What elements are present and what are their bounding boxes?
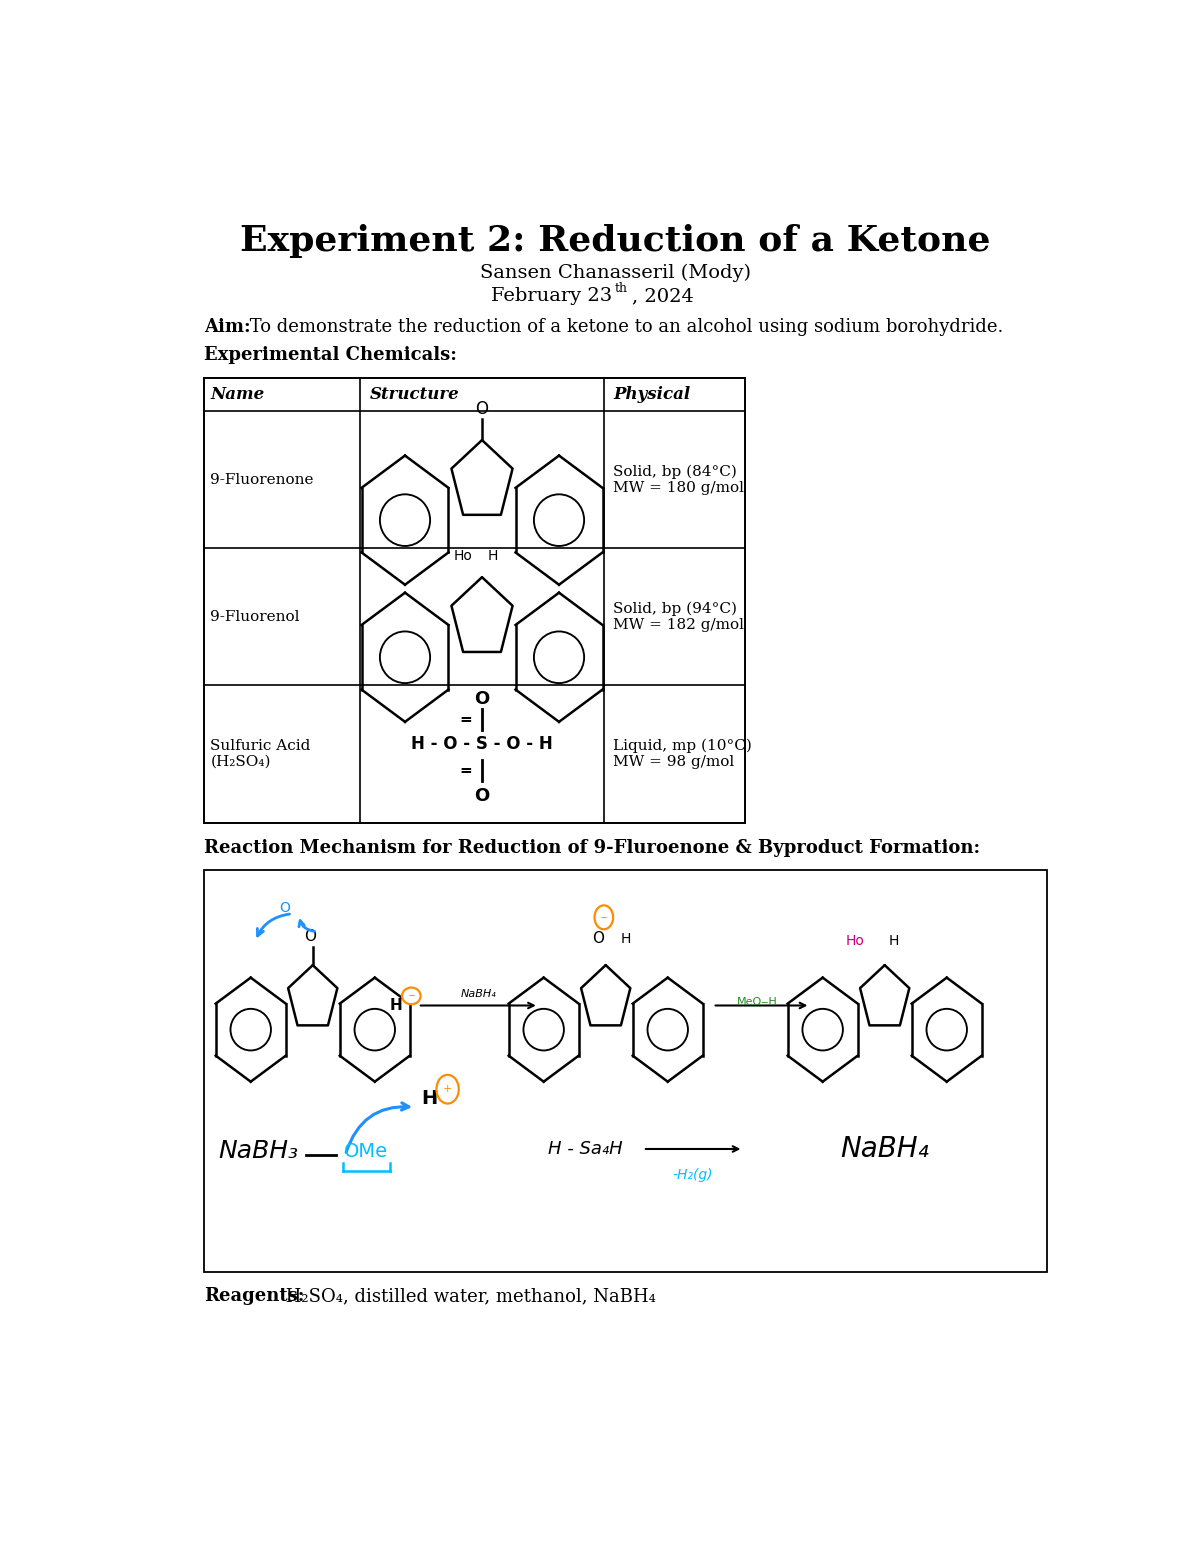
Text: February 23: February 23 <box>492 287 613 306</box>
Text: H - O - S - O - H: H - O - S - O - H <box>412 736 553 753</box>
Text: Reagents:: Reagents: <box>204 1287 305 1305</box>
Text: MeO‒H: MeO‒H <box>737 997 778 1006</box>
Text: Liquid, mp (10°C)
MW = 98 g/mol: Liquid, mp (10°C) MW = 98 g/mol <box>613 739 752 769</box>
FancyBboxPatch shape <box>204 377 745 823</box>
Text: Solid, bp (84°C)
MW = 180 g/mol: Solid, bp (84°C) MW = 180 g/mol <box>613 464 744 495</box>
Text: Ho: Ho <box>845 935 864 949</box>
Text: Name: Name <box>210 387 265 402</box>
Text: , 2024: , 2024 <box>631 287 694 306</box>
Text: -H₂(g): -H₂(g) <box>672 1168 713 1182</box>
Text: =: = <box>458 711 472 727</box>
Ellipse shape <box>402 988 421 1005</box>
Text: OMe: OMe <box>343 1141 388 1162</box>
Circle shape <box>594 905 613 929</box>
Text: O: O <box>474 787 490 804</box>
Text: H: H <box>421 1089 437 1109</box>
Text: Sulfuric Acid
(H₂SO₄): Sulfuric Acid (H₂SO₄) <box>210 739 311 769</box>
Text: Aim:: Aim: <box>204 318 251 337</box>
Text: NaBH₃: NaBH₃ <box>218 1140 299 1163</box>
FancyArrowPatch shape <box>346 1103 409 1152</box>
Text: Physical: Physical <box>613 387 690 402</box>
Text: O: O <box>280 901 290 915</box>
Text: Sansen Chanasseril (Mody): Sansen Chanasseril (Mody) <box>480 264 750 281</box>
Text: H: H <box>487 548 498 562</box>
Text: NaBH₄: NaBH₄ <box>840 1135 929 1163</box>
Text: 9-Fluorenol: 9-Fluorenol <box>210 610 300 624</box>
Text: Experiment 2: Reduction of a Ketone: Experiment 2: Reduction of a Ketone <box>240 224 990 258</box>
Text: O: O <box>304 929 316 944</box>
Text: th: th <box>616 283 628 295</box>
Text: Experimental Chemicals:: Experimental Chemicals: <box>204 346 457 363</box>
Text: +: + <box>443 1084 452 1095</box>
FancyArrowPatch shape <box>299 921 314 932</box>
Text: –: – <box>408 989 414 1002</box>
Text: Ho: Ho <box>454 548 473 562</box>
FancyBboxPatch shape <box>204 870 1048 1272</box>
Text: To demonstrate the reduction of a ketone to an alcohol using sodium borohydride.: To demonstrate the reduction of a ketone… <box>244 318 1003 337</box>
Circle shape <box>437 1075 458 1104</box>
Text: O: O <box>474 690 490 708</box>
Text: H: H <box>390 999 403 1013</box>
Text: 9-Fluorenone: 9-Fluorenone <box>210 472 314 486</box>
Text: Reaction Mechanism for Reduction of 9-Fluroenone & Byproduct Formation:: Reaction Mechanism for Reduction of 9-Fl… <box>204 839 980 857</box>
FancyArrowPatch shape <box>257 915 289 936</box>
Text: –: – <box>601 910 607 924</box>
Text: NaBH₄: NaBH₄ <box>461 989 496 999</box>
Text: Solid, bp (94°C)
MW = 182 g/mol: Solid, bp (94°C) MW = 182 g/mol <box>613 601 744 632</box>
Text: O: O <box>475 401 488 418</box>
Text: H: H <box>620 932 631 946</box>
Text: O: O <box>593 932 605 946</box>
Text: =: = <box>458 763 472 778</box>
Text: Structure: Structure <box>370 387 460 402</box>
Text: H - Sa₄H: H - Sa₄H <box>548 1140 623 1159</box>
Text: H: H <box>888 935 899 949</box>
Text: H₂SO₄, distilled water, methanol, NaBH₄: H₂SO₄, distilled water, methanol, NaBH₄ <box>281 1287 656 1305</box>
